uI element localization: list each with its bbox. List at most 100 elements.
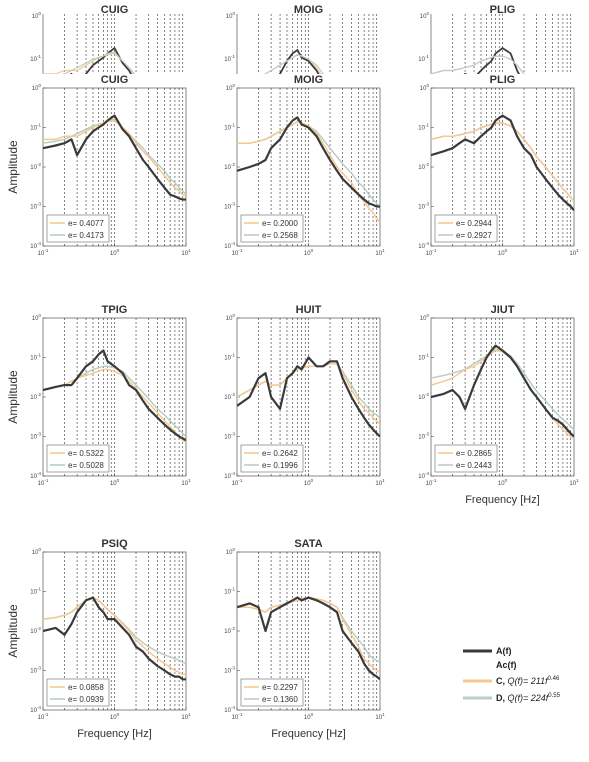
x-tick-label: 100 xyxy=(110,712,120,721)
panel-title: CUIG xyxy=(101,74,129,86)
strip-y-tick-exp: 0 xyxy=(232,11,235,16)
error-value-c: e= 0.2865 xyxy=(456,449,492,458)
y-tick-label: 10-1 xyxy=(30,353,41,362)
y-tick-label: 10-1 xyxy=(30,587,41,596)
y-tick-exponent: 0 xyxy=(426,83,429,88)
y-tick-exponent: -2 xyxy=(425,392,429,397)
error-value-d: e= 0.2568 xyxy=(262,231,298,240)
legend-d-exponent: 0.55 xyxy=(548,693,560,699)
legend-label-observed: A(f) xyxy=(496,646,512,656)
strip-panel-title: MOIG xyxy=(294,4,323,16)
strip-curves xyxy=(43,46,136,74)
legend-c-exponent: 0.46 xyxy=(548,676,560,682)
y-tick-label: 10-4 xyxy=(30,241,41,250)
panel-title: PLIG xyxy=(490,74,516,86)
x-tick-exponent: 0 xyxy=(311,248,314,253)
y-tick-label: 10-4 xyxy=(30,471,41,480)
y-tick-exponent: -4 xyxy=(231,705,235,710)
y-tick-exponent: -1 xyxy=(37,123,41,128)
series-model-c xyxy=(431,122,574,202)
y-tick-label: 100 xyxy=(32,313,42,322)
y-tick-exponent: -3 xyxy=(425,202,429,207)
y-tick-label: 10-4 xyxy=(418,471,429,480)
error-box xyxy=(434,214,498,243)
x-axis-label: Frequency [Hz] xyxy=(271,728,346,740)
strip-y-tick-label: 10-1 xyxy=(418,54,429,63)
y-tick-exponent: 0 xyxy=(232,313,235,318)
strip-y-tick-exp: -1 xyxy=(425,54,429,59)
legend-label-corrected: Ac(f) xyxy=(496,660,517,670)
y-tick-exponent: -2 xyxy=(231,162,235,167)
strip-panel-title: PLIG xyxy=(490,4,516,16)
top-strip: CUIG 100 10-1 MOIG 100 10-1 PLIG 100 10-1 xyxy=(30,4,572,74)
x-tick-exponent: 0 xyxy=(311,712,314,717)
x-axis-label: Frequency [Hz] xyxy=(465,494,540,506)
y-tick-exponent: -4 xyxy=(425,471,429,476)
legend-c-prefix: C, xyxy=(496,676,508,686)
y-tick-exponent: -2 xyxy=(37,392,41,397)
strip-y-tick-label: 10-1 xyxy=(224,54,235,63)
x-tick-exponent: -1 xyxy=(44,712,48,717)
x-tick-label: 101 xyxy=(375,712,385,721)
x-tick-label: 101 xyxy=(181,712,191,721)
y-tick-exponent: -3 xyxy=(231,202,235,207)
panel-title: TPIG xyxy=(102,304,128,316)
error-value-c: e= 0.0858 xyxy=(68,683,104,692)
x-tick-exponent: 0 xyxy=(311,478,314,483)
y-tick-label: 10-3 xyxy=(224,432,235,441)
y-axis-label: Amplitude xyxy=(6,604,20,658)
strip-y-tick-label: 10-1 xyxy=(30,54,41,63)
y-tick-label: 10-1 xyxy=(30,123,41,132)
error-box xyxy=(434,444,498,473)
legend-label-model-c: C, Q(f)= 211f0.46 xyxy=(496,676,560,686)
y-tick-exponent: -3 xyxy=(37,666,41,671)
x-tick-exponent: -1 xyxy=(432,478,436,483)
curves xyxy=(43,114,186,201)
y-tick-label: 10-1 xyxy=(418,123,429,132)
x-tick-exponent: -1 xyxy=(432,248,436,253)
top-strip-panel: PLIG 100 10-1 xyxy=(418,4,572,74)
strip-y-tick-label: 100 xyxy=(226,11,236,20)
x-tick-exponent: -1 xyxy=(44,478,48,483)
legend: A(f) Ac(f) C, Q(f)= 211f0.46 D, Q(f)= 22… xyxy=(463,646,561,703)
panel-title: SATA xyxy=(294,538,322,550)
y-axis-label: Amplitude xyxy=(6,140,20,194)
y-tick-exponent: -4 xyxy=(231,471,235,476)
x-tick-exponent: 1 xyxy=(382,248,385,253)
strip-y-tick-exp: 0 xyxy=(426,11,429,16)
y-tick-label: 10-1 xyxy=(224,353,235,362)
y-tick-label: 100 xyxy=(32,547,42,556)
y-tick-label: 10-1 xyxy=(224,587,235,596)
y-tick-label: 100 xyxy=(226,83,236,92)
y-tick-exponent: -4 xyxy=(425,241,429,246)
series-observed xyxy=(43,114,186,201)
x-tick-label: 101 xyxy=(181,478,191,487)
x-tick-label: 10-1 xyxy=(38,248,49,257)
y-tick-label: 100 xyxy=(420,313,430,322)
x-tick-exponent: -1 xyxy=(44,248,48,253)
strip-series-model-c xyxy=(43,52,134,74)
series-model-c xyxy=(237,120,380,223)
y-tick-label: 10-2 xyxy=(30,626,41,635)
series-model-c xyxy=(43,596,186,676)
y-tick-label: 100 xyxy=(226,313,236,322)
y-tick-label: 10-4 xyxy=(418,241,429,250)
panel-title: MOIG xyxy=(294,74,323,86)
y-tick-label: 10-2 xyxy=(418,392,429,401)
x-axis-label: Frequency [Hz] xyxy=(77,728,152,740)
y-tick-exponent: -3 xyxy=(37,432,41,437)
y-tick-exponent: -1 xyxy=(425,353,429,358)
top-strip-panel: MOIG 100 10-1 xyxy=(224,4,378,74)
y-tick-exponent: -1 xyxy=(37,587,41,592)
x-tick-label: 100 xyxy=(304,248,314,257)
series-observed xyxy=(431,344,574,438)
y-tick-exponent: 0 xyxy=(232,547,235,552)
y-tick-exponent: -2 xyxy=(231,392,235,397)
y-tick-label: 10-3 xyxy=(30,202,41,211)
x-tick-exponent: 1 xyxy=(382,712,385,717)
strip-y-tick-label: 100 xyxy=(32,11,42,20)
y-tick-exponent: -4 xyxy=(231,241,235,246)
strip-series-observed xyxy=(278,48,320,74)
